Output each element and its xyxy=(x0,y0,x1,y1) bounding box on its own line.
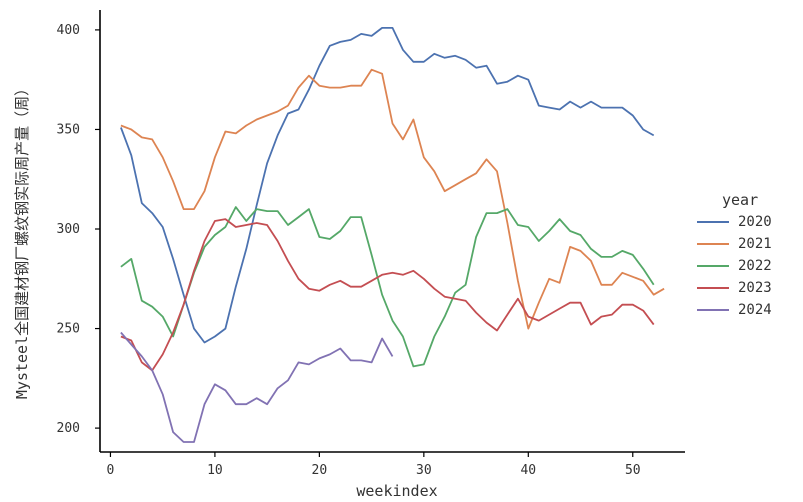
legend-label-2022: 2022 xyxy=(738,258,772,274)
x-tick-label: 20 xyxy=(312,463,328,478)
axes xyxy=(99,10,685,453)
x-tick-label: 50 xyxy=(625,463,641,478)
legend-title: year xyxy=(722,191,758,209)
x-tick-label: 30 xyxy=(416,463,432,478)
series-line-2024 xyxy=(120,331,394,443)
x-tick-label: 40 xyxy=(520,463,536,478)
x-tick-label: 10 xyxy=(207,463,223,478)
y-tick-label: 250 xyxy=(57,322,80,337)
series-line-2020 xyxy=(120,26,655,344)
plot-lines xyxy=(120,26,665,443)
legend-label-2024: 2024 xyxy=(738,302,772,318)
series-line-2023 xyxy=(120,218,655,372)
series-line-2021 xyxy=(120,68,665,330)
legend-label-2020: 2020 xyxy=(738,214,772,230)
y-ticks: 200 250 300 350 400 xyxy=(57,23,100,436)
x-tick-label: 0 xyxy=(107,463,115,478)
y-tick-label: 300 xyxy=(57,222,80,237)
y-tick-label: 200 xyxy=(57,421,80,436)
y-tick-label: 350 xyxy=(57,122,80,137)
y-tick-label: 400 xyxy=(57,23,80,38)
x-ticks: 0 10 20 30 40 50 xyxy=(107,452,641,478)
legend-label-2021: 2021 xyxy=(738,236,772,252)
series-line-2022 xyxy=(120,206,655,368)
legend-label-2023: 2023 xyxy=(738,280,772,296)
x-axis-title: weekindex xyxy=(356,482,437,500)
y-axis-title: Mysteel全国建材钢厂螺纹钢实际周产量（周） xyxy=(13,81,31,399)
legend: year 2020 2021 2022 2023 2024 xyxy=(697,191,772,318)
